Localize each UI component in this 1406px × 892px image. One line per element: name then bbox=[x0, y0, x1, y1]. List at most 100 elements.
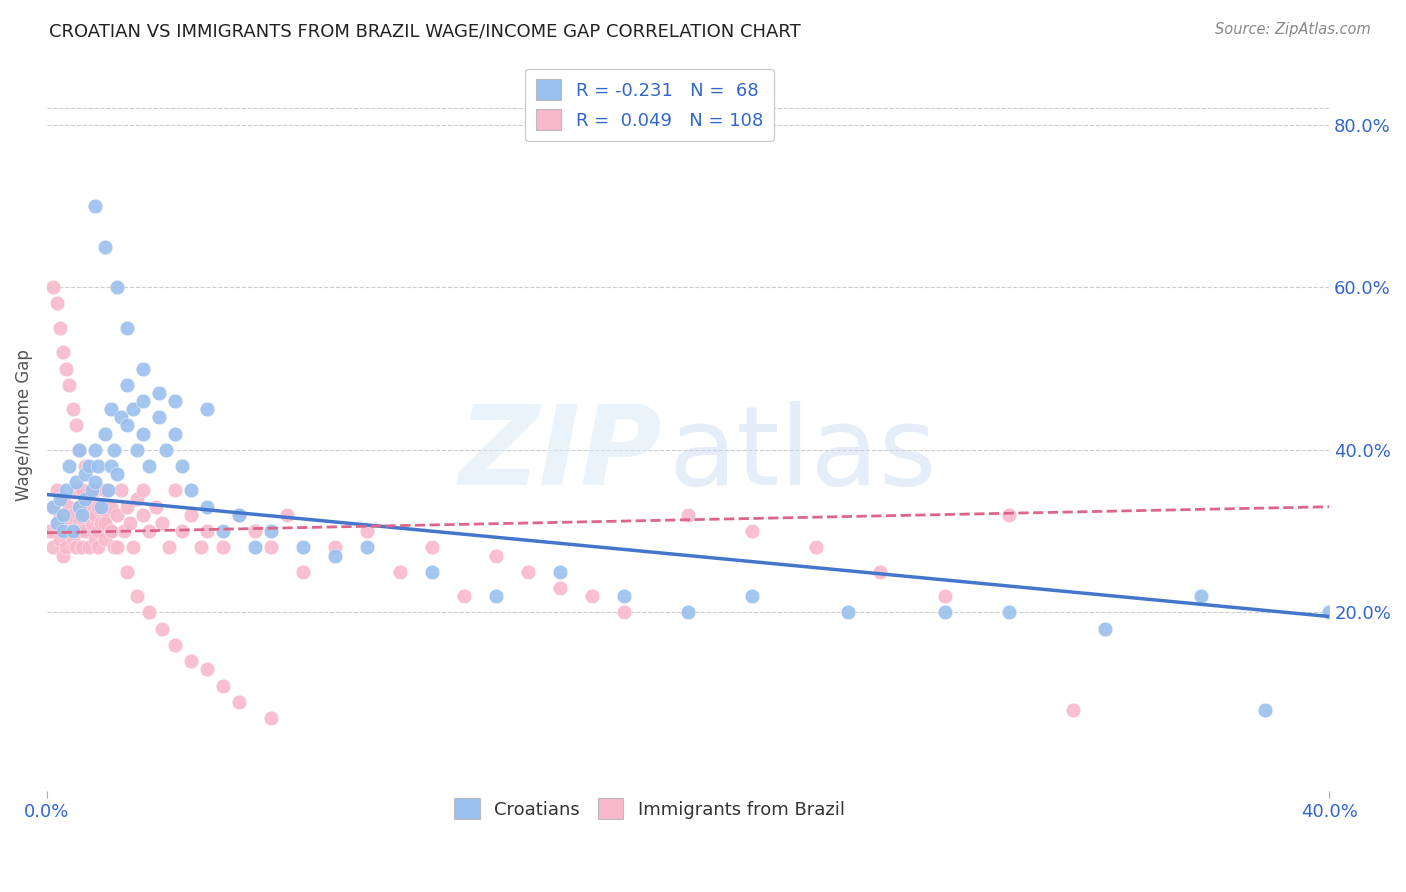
Point bbox=[65, 418, 87, 433]
Point bbox=[292, 565, 315, 579]
Point bbox=[934, 606, 956, 620]
Point bbox=[115, 321, 138, 335]
Point bbox=[122, 541, 145, 555]
Point bbox=[276, 508, 298, 522]
Point bbox=[77, 541, 100, 555]
Legend: Croatians, Immigrants from Brazil: Croatians, Immigrants from Brazil bbox=[447, 791, 852, 826]
Point bbox=[150, 622, 173, 636]
Point bbox=[997, 508, 1019, 522]
Point bbox=[107, 467, 129, 482]
Point bbox=[453, 589, 475, 603]
Point bbox=[122, 402, 145, 417]
Point bbox=[80, 500, 103, 514]
Point bbox=[55, 516, 77, 530]
Point bbox=[75, 459, 97, 474]
Point bbox=[1094, 622, 1116, 636]
Point bbox=[100, 500, 122, 514]
Point bbox=[77, 459, 100, 474]
Point bbox=[67, 500, 90, 514]
Point bbox=[100, 524, 122, 538]
Point bbox=[87, 541, 110, 555]
Point bbox=[420, 565, 443, 579]
Point bbox=[70, 483, 93, 498]
Point bbox=[42, 500, 65, 514]
Point bbox=[103, 541, 125, 555]
Point bbox=[87, 524, 110, 538]
Point bbox=[80, 516, 103, 530]
Point bbox=[212, 679, 235, 693]
Point bbox=[75, 491, 97, 506]
Point bbox=[245, 541, 267, 555]
Point bbox=[48, 533, 70, 547]
Point bbox=[67, 442, 90, 457]
Point bbox=[93, 483, 115, 498]
Point bbox=[356, 541, 378, 555]
Point bbox=[356, 524, 378, 538]
Point bbox=[107, 541, 129, 555]
Point bbox=[325, 541, 347, 555]
Point bbox=[548, 581, 571, 595]
Point bbox=[150, 516, 173, 530]
Point bbox=[1254, 703, 1277, 717]
Text: atlas: atlas bbox=[669, 401, 938, 508]
Point bbox=[1317, 606, 1340, 620]
Point bbox=[228, 508, 250, 522]
Point bbox=[58, 524, 80, 538]
Point bbox=[195, 662, 218, 676]
Point bbox=[260, 711, 283, 725]
Point bbox=[997, 606, 1019, 620]
Point bbox=[485, 589, 508, 603]
Point bbox=[195, 402, 218, 417]
Point bbox=[420, 541, 443, 555]
Point bbox=[103, 442, 125, 457]
Point bbox=[45, 483, 67, 498]
Point bbox=[125, 442, 148, 457]
Point bbox=[260, 524, 283, 538]
Point bbox=[613, 606, 636, 620]
Point bbox=[65, 541, 87, 555]
Point bbox=[132, 394, 155, 409]
Point bbox=[1062, 703, 1084, 717]
Point bbox=[1189, 589, 1212, 603]
Point bbox=[260, 541, 283, 555]
Point bbox=[110, 410, 132, 425]
Point bbox=[145, 500, 167, 514]
Point bbox=[806, 541, 828, 555]
Point bbox=[107, 280, 129, 294]
Point bbox=[148, 410, 170, 425]
Point bbox=[212, 524, 235, 538]
Point bbox=[67, 516, 90, 530]
Point bbox=[39, 524, 62, 538]
Point bbox=[52, 549, 75, 563]
Point bbox=[195, 500, 218, 514]
Point bbox=[45, 516, 67, 530]
Point bbox=[157, 541, 180, 555]
Point bbox=[869, 565, 891, 579]
Point bbox=[132, 426, 155, 441]
Point bbox=[100, 402, 122, 417]
Point bbox=[138, 606, 160, 620]
Point bbox=[132, 508, 155, 522]
Point bbox=[67, 524, 90, 538]
Point bbox=[84, 475, 107, 490]
Point bbox=[676, 508, 699, 522]
Point bbox=[228, 695, 250, 709]
Point bbox=[62, 533, 84, 547]
Point bbox=[741, 589, 763, 603]
Point bbox=[581, 589, 603, 603]
Point bbox=[52, 345, 75, 359]
Point bbox=[65, 475, 87, 490]
Point bbox=[138, 459, 160, 474]
Point bbox=[48, 508, 70, 522]
Point bbox=[45, 296, 67, 310]
Point bbox=[75, 524, 97, 538]
Point bbox=[90, 516, 112, 530]
Point bbox=[62, 524, 84, 538]
Point bbox=[80, 483, 103, 498]
Point bbox=[90, 500, 112, 514]
Point bbox=[80, 483, 103, 498]
Point bbox=[58, 500, 80, 514]
Point bbox=[58, 459, 80, 474]
Point bbox=[65, 483, 87, 498]
Point bbox=[110, 483, 132, 498]
